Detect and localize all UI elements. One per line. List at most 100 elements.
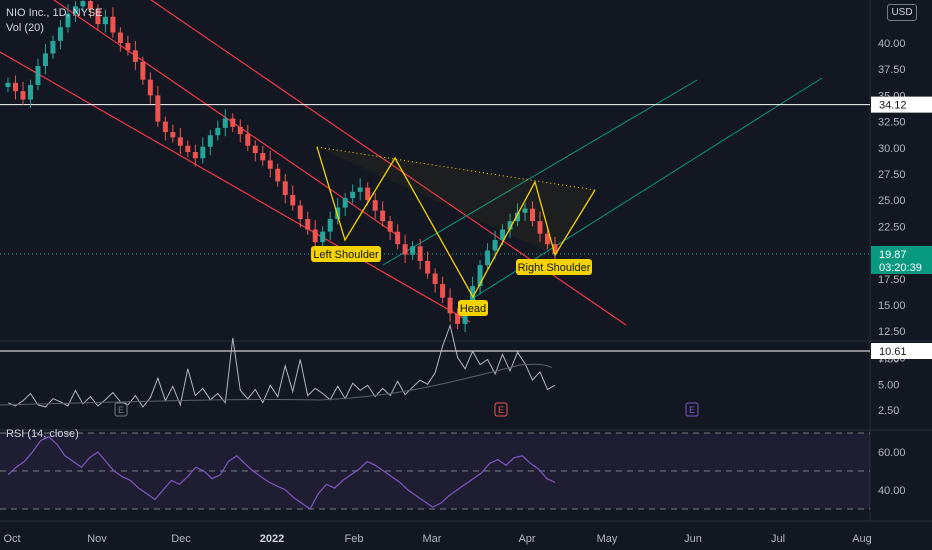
- candle-body: [20, 91, 26, 100]
- candle: [185, 140, 191, 158]
- candle: [342, 192, 348, 216]
- candle-body: [417, 246, 423, 261]
- candle-body: [500, 229, 506, 241]
- candle-body: [507, 221, 513, 230]
- candle-body: [357, 187, 363, 192]
- candle: [237, 119, 243, 143]
- pattern-zigzag: [316, 146, 596, 299]
- candle-body: [372, 200, 378, 211]
- volume-tick-label: 2.50: [878, 405, 899, 417]
- candle: [492, 230, 498, 259]
- candle-body: [342, 198, 348, 208]
- candle: [102, 9, 108, 33]
- candle: [140, 56, 146, 85]
- candle: [410, 241, 416, 260]
- candle: [387, 215, 393, 241]
- left-shoulder-label: Left Shoulder: [313, 249, 379, 261]
- candle-body: [545, 233, 551, 245]
- candle: [477, 259, 483, 295]
- candle: [132, 40, 138, 71]
- candle: [447, 288, 453, 322]
- candle-body: [432, 273, 438, 285]
- candle: [215, 120, 221, 141]
- candle-body: [312, 229, 318, 243]
- currency-button[interactable]: USD: [887, 4, 917, 21]
- rsi-label: RSI (14, close): [6, 428, 79, 440]
- earnings-marker: [494, 402, 508, 417]
- candle: [80, 0, 86, 12]
- candle-body: [365, 187, 371, 201]
- candle: [327, 211, 333, 241]
- candle-body: [170, 132, 176, 138]
- price-tick-label: 37.50: [878, 64, 906, 76]
- candle-body: [155, 95, 161, 122]
- candle-body: [455, 313, 461, 324]
- candle-body: [27, 84, 33, 100]
- channel-upper-line: [52, 0, 401, 238]
- candle: [282, 174, 288, 204]
- candle: [72, 1, 78, 23]
- candle: [155, 85, 161, 127]
- candle-body: [140, 61, 146, 80]
- earnings-marker: [685, 402, 699, 417]
- candle: [537, 211, 543, 243]
- candle-body: [125, 43, 131, 51]
- candle: [65, 4, 71, 33]
- candle: [57, 19, 63, 50]
- channel-lower-line: [0, 51, 471, 323]
- candle: [95, 4, 101, 30]
- time-tick-label: Nov: [87, 533, 107, 545]
- candle: [192, 144, 198, 167]
- volume-average-line: [0, 363, 553, 406]
- candle-body: [192, 151, 198, 159]
- candle: [320, 226, 326, 248]
- candle-body: [395, 231, 401, 245]
- head-label-badge: [458, 300, 488, 316]
- candle: [260, 145, 266, 166]
- candle: [545, 228, 551, 250]
- candle: [117, 27, 123, 52]
- candle: [207, 129, 213, 156]
- candle-body: [335, 207, 341, 220]
- rsi-line: [7, 436, 556, 510]
- candle: [147, 72, 153, 104]
- right-shoulder-label-badge: [516, 259, 592, 275]
- candle-body: [380, 210, 386, 222]
- time-tick-label: Dec: [171, 533, 191, 545]
- countdown-label: 03:20:39: [879, 262, 922, 274]
- candle: [372, 192, 378, 220]
- candle-body: [50, 40, 56, 54]
- candle: [5, 77, 11, 93]
- earnings-marker-label: E: [118, 405, 124, 415]
- candle: [252, 140, 258, 162]
- candle-body: [410, 246, 416, 255]
- candle-body: [305, 219, 311, 230]
- candle: [432, 268, 438, 293]
- candle: [380, 201, 386, 227]
- price-tick-label: 12.50: [878, 326, 906, 338]
- candle-body: [485, 250, 491, 266]
- candle-body: [350, 191, 356, 199]
- candle: [357, 178, 363, 201]
- candle-body: [402, 244, 408, 255]
- volume-tick-label: 5.00: [878, 379, 899, 391]
- candle-body: [237, 126, 243, 135]
- candle: [275, 163, 281, 187]
- candle-body: [102, 16, 108, 25]
- candle: [350, 184, 356, 204]
- volume-label: Vol (20): [6, 22, 44, 34]
- candle-body: [147, 79, 153, 96]
- candle: [455, 308, 461, 330]
- candle: [395, 224, 401, 250]
- candle: [50, 35, 56, 59]
- price-tick-label: 15.00: [878, 300, 906, 312]
- candle: [87, 0, 93, 18]
- candle-body: [35, 66, 41, 85]
- candle: [335, 198, 341, 225]
- candle: [162, 116, 168, 141]
- head-shoulders-pattern: [316, 146, 596, 299]
- candle-body: [530, 208, 536, 222]
- earnings-marker-label: E: [689, 405, 695, 415]
- earnings-marker-label: E: [498, 405, 504, 415]
